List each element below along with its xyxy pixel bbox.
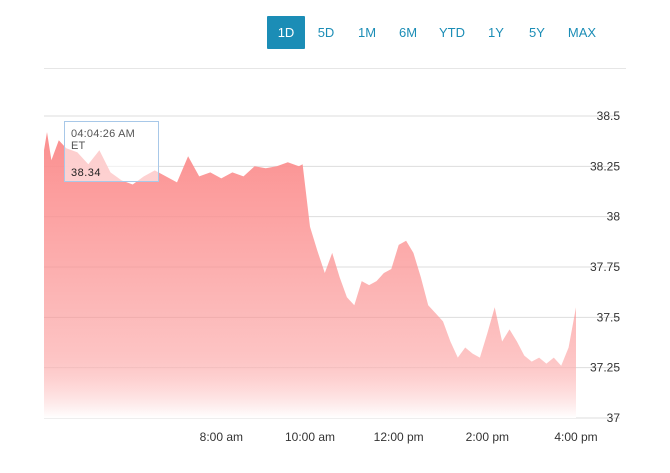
y-tick-label: 38.25 bbox=[590, 159, 620, 173]
y-tick-label: 37.75 bbox=[590, 260, 620, 274]
range-tabs: 1D 5D 1M 6M YTD 1Y 5Y MAX bbox=[267, 16, 607, 49]
x-tick-label: 10:00 am bbox=[285, 430, 335, 444]
range-tab-ytd[interactable]: YTD bbox=[439, 25, 465, 40]
range-tab-1m[interactable]: 1M bbox=[357, 25, 377, 40]
y-tick-label: 38 bbox=[607, 210, 621, 224]
y-tick-label: 37.5 bbox=[597, 310, 621, 324]
x-tick-label: 12:00 pm bbox=[374, 430, 424, 444]
tooltip-value: 38.34 bbox=[71, 167, 102, 179]
header-divider bbox=[44, 68, 626, 69]
y-tick-label: 38.5 bbox=[597, 109, 621, 123]
price-area-path bbox=[44, 132, 576, 418]
price-area bbox=[44, 132, 576, 418]
range-tab-5y[interactable]: 5Y bbox=[529, 25, 545, 40]
range-tab-1d[interactable]: 1D bbox=[267, 16, 305, 49]
y-tick-label: 37.25 bbox=[590, 361, 620, 375]
x-tick-label: 2:00 pm bbox=[466, 430, 509, 444]
x-tick-label: 4:00 pm bbox=[554, 430, 597, 444]
tooltip-time: 04:04:26 AM ET bbox=[71, 128, 135, 152]
range-tab-1y[interactable]: 1Y bbox=[488, 25, 504, 40]
range-tab-max[interactable]: MAX bbox=[567, 25, 597, 40]
range-tab-5d[interactable]: 5D bbox=[317, 25, 335, 40]
y-tick-label: 37 bbox=[607, 411, 621, 425]
x-tick-label: 8:00 am bbox=[200, 430, 243, 444]
hover-tooltip: 04:04:26 AM ET 38.34 bbox=[64, 121, 159, 182]
range-tab-6m[interactable]: 6M bbox=[398, 25, 418, 40]
y-axis-ticks: 38.5 38.25 38 37.75 37.5 37.25 37 bbox=[590, 109, 620, 425]
x-axis-ticks: 8:00 am 10:00 am 12:00 pm 2:00 pm 4:00 pm bbox=[200, 430, 598, 444]
